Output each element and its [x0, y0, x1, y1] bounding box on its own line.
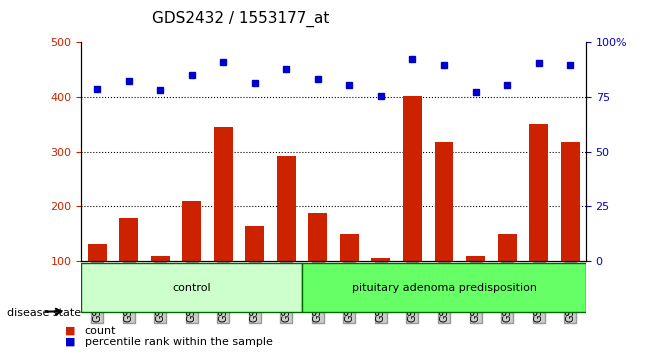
Bar: [497, 234, 516, 315]
Bar: [88, 244, 107, 315]
Bar: [435, 142, 454, 315]
Text: percentile rank within the sample: percentile rank within the sample: [85, 337, 273, 347]
Text: pituitary adenoma predisposition: pituitary adenoma predisposition: [352, 283, 536, 293]
Text: GDS2432 / 1553177_at: GDS2432 / 1553177_at: [152, 11, 329, 27]
Text: disease state: disease state: [7, 308, 81, 318]
Text: count: count: [85, 326, 116, 336]
Bar: [151, 256, 170, 315]
Bar: [403, 96, 422, 315]
Bar: [561, 142, 579, 315]
FancyBboxPatch shape: [302, 263, 586, 312]
Bar: [372, 258, 391, 315]
Bar: [119, 218, 138, 315]
Bar: [309, 212, 327, 315]
Bar: [214, 127, 233, 315]
Bar: [182, 201, 201, 315]
Text: ■: ■: [65, 337, 76, 347]
Bar: [529, 124, 548, 315]
Bar: [466, 256, 485, 315]
Text: ■: ■: [65, 326, 76, 336]
Bar: [340, 234, 359, 315]
Text: control: control: [173, 283, 211, 293]
FancyBboxPatch shape: [81, 263, 302, 312]
Bar: [277, 156, 296, 315]
Bar: [245, 226, 264, 315]
